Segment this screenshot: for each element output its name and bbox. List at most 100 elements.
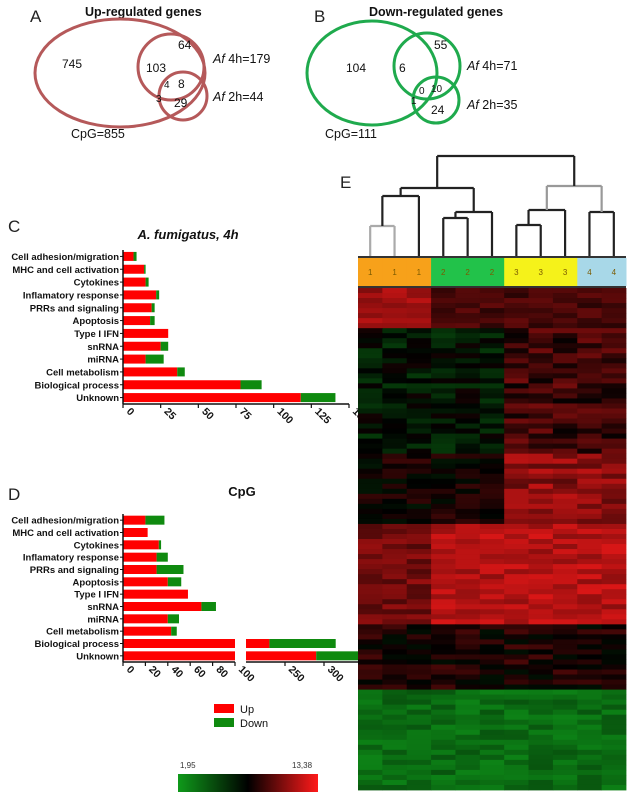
heatmap-cell <box>528 503 554 510</box>
heatmap-cell <box>552 348 578 354</box>
heatmap-cell <box>577 769 603 776</box>
heatmap-cell <box>358 328 383 334</box>
heatmap-cell <box>358 298 383 304</box>
heatmap-cell <box>455 544 481 550</box>
heatmap-cell <box>431 659 456 665</box>
heatmap-cell <box>455 503 481 510</box>
heatmap-cell <box>552 664 578 670</box>
heatmap-cell <box>577 388 603 394</box>
heatmap-cell <box>577 393 603 399</box>
venn-a-af2-only: 29 <box>174 96 188 110</box>
heatmap-cell <box>479 599 505 605</box>
heatmap-cell <box>382 463 408 470</box>
heatmap-cell <box>552 498 578 505</box>
heatmap-cell <box>577 589 603 595</box>
bar-d-up-biological-process <box>123 639 235 648</box>
heatmap-cell <box>601 589 627 595</box>
venn-b-cpg-only: 104 <box>346 61 366 75</box>
heatmap-cell <box>358 358 383 364</box>
heatmap-cell <box>528 664 554 670</box>
group-label: 3 <box>539 268 544 277</box>
heatmap-cell <box>528 694 554 701</box>
heatmap-cell <box>455 508 481 515</box>
heatmap-cell <box>382 478 408 485</box>
heatmap-cell <box>552 564 578 570</box>
heatmap-cell <box>382 378 408 384</box>
heatmap-cell <box>358 408 383 414</box>
heatmap-cell <box>504 408 529 414</box>
heatmap-cell <box>431 498 456 505</box>
heatmap-cell <box>577 363 603 369</box>
heatmap-cell <box>455 759 481 766</box>
heatmap-cell <box>504 749 529 756</box>
heatmap-cell <box>479 619 505 625</box>
heatmap-cell <box>552 769 578 776</box>
heatmap-cell <box>577 739 603 746</box>
heatmap-cell <box>406 579 432 585</box>
heatmap-cell <box>455 614 481 620</box>
heatmap-cell <box>528 764 554 771</box>
heatmap-cell <box>504 508 529 515</box>
heatmap-cell <box>358 654 383 660</box>
heatmap-cell <box>577 604 603 610</box>
heatmap-cell <box>601 358 627 364</box>
heatmap-cell <box>577 599 603 605</box>
heatmap-cell <box>528 549 554 555</box>
heatmap-cell <box>479 744 505 751</box>
heatmap-cell <box>601 443 627 450</box>
heatmap-cell <box>528 709 554 716</box>
heatmap-cell <box>552 759 578 766</box>
heatmap-cell <box>577 488 603 495</box>
chart-c-xtick-label: 0 <box>124 406 137 419</box>
heatmap-cell <box>406 774 432 781</box>
heatmap-cell <box>406 488 432 495</box>
heatmap-cell <box>504 739 529 746</box>
heatmap-cell <box>406 719 432 726</box>
heatmap-cell <box>577 288 603 294</box>
heatmap-cell <box>504 488 529 495</box>
heatmap-cell <box>504 704 529 711</box>
heatmap-cell <box>406 358 432 364</box>
heatmap-cell <box>577 654 603 660</box>
heatmap-cell <box>504 684 529 690</box>
heatmap-cell <box>577 659 603 665</box>
heatmap-cell <box>528 363 554 369</box>
heatmap-cell <box>431 594 456 600</box>
group-cell-3 <box>504 258 530 286</box>
heatmap-cell <box>358 433 383 439</box>
heatmap-cell <box>528 488 554 495</box>
bar-c-down-cell-metabolism <box>177 367 185 377</box>
heatmap-cell <box>358 333 383 339</box>
heatmap-cell <box>528 418 554 424</box>
heatmap-cell <box>382 503 408 510</box>
heatmap-cell <box>358 539 383 545</box>
heatmap-cell <box>601 468 627 475</box>
heatmap-cell <box>406 513 432 520</box>
heatmap-cell <box>382 488 408 495</box>
heatmap-cell <box>504 714 529 721</box>
heatmap-cell <box>577 468 603 475</box>
heatmap-cell <box>406 323 432 329</box>
heatmap-cell <box>601 413 627 419</box>
heatmap-cell <box>504 744 529 751</box>
bar-d-up-mhc-and-cell-activation <box>123 528 148 537</box>
heatmap-cell <box>455 784 481 791</box>
bar-c-up-cell-metabolism <box>123 367 178 377</box>
heatmap-cell <box>382 774 408 781</box>
heatmap-cell <box>431 719 456 726</box>
heatmap-cell <box>358 754 383 761</box>
heatmap-cell <box>601 549 627 555</box>
heatmap-cell <box>431 293 456 299</box>
heatmap-cell <box>358 589 383 595</box>
heatmap-cell <box>528 303 554 309</box>
chart-c-category-label: Type I IFN <box>74 329 119 340</box>
heatmap-cell <box>406 438 432 445</box>
panel-a: A Up-regulated genes 745 64 103 4 8 3 29… <box>30 5 270 141</box>
heatmap-cell <box>552 343 578 349</box>
heatmap-cell <box>358 609 383 615</box>
heatmap-cell <box>528 373 554 379</box>
heatmap-cell <box>504 498 529 505</box>
heatmap-cell <box>528 769 554 776</box>
heatmap-cell <box>577 503 603 510</box>
heatmap-cell <box>455 619 481 625</box>
